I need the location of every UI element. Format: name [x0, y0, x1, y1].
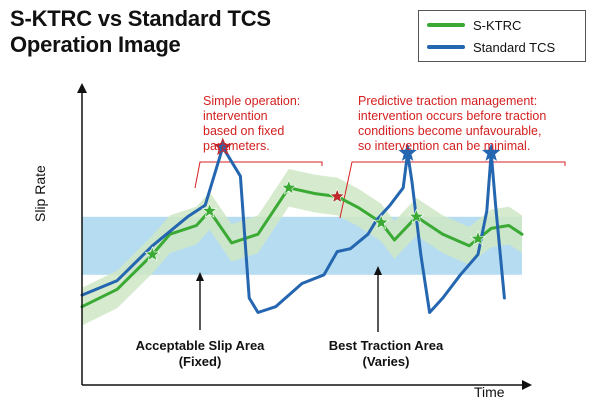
annotation-1-line-1: Simple operation:	[203, 94, 301, 108]
annotation-1-line-2: intervention	[203, 109, 268, 123]
acceptable-area-arrowhead	[196, 272, 204, 281]
x-axis-label: Time	[474, 384, 505, 400]
legend-label-standard-tcs: Standard TCS	[473, 39, 556, 55]
standard-tcs-peak-star-3	[482, 143, 501, 161]
skrtc-intervention-star-6	[408, 208, 425, 224]
annotation-1-line-4: parameters.	[203, 139, 270, 153]
skrtc-intervention-star-7	[470, 230, 486, 246]
title-line-1: S-KTRC vs Standard TCS	[10, 6, 271, 31]
standard-tcs-peak-star-2	[398, 143, 417, 161]
annotation-2-line-3: conditions become unfavourable,	[358, 124, 542, 138]
acceptable-slip-area-line-2: (Fixed)	[178, 354, 222, 369]
annotation-1-line-3: based on fixed	[203, 124, 285, 138]
best-traction-arrowhead	[374, 266, 382, 275]
skrtc-line	[80, 186, 524, 309]
legend-swatch-standard-tcs	[427, 45, 465, 49]
annotation-2-line-4: so intervention can be minimal.	[358, 139, 531, 153]
best-traction-area-label: Best Traction Area (Varies)	[306, 338, 466, 370]
acceptable-slip-area-label: Acceptable Slip Area (Fixed)	[110, 338, 290, 370]
title-line-2: Operation Image	[10, 32, 181, 57]
legend-swatch-skrtc	[427, 23, 465, 27]
best-traction-area-line-1: Best Traction Area	[328, 338, 444, 353]
annotation-predictive-management: Predictive traction management: interven…	[358, 94, 598, 154]
legend-item-skrtc: S-KTRC	[427, 15, 521, 35]
legend-label-skrtc: S-KTRC	[473, 17, 522, 33]
skrtc-intervention-star-5	[373, 214, 390, 230]
annotation-1-connector	[194, 161, 323, 189]
acceptable-slip-area-line-1: Acceptable Slip Area	[135, 338, 265, 353]
annotation-simple-operation: Simple operation: intervention based on …	[203, 94, 333, 154]
skrtc-intervention-star-2	[201, 202, 218, 218]
legend-item-standard-tcs: Standard TCS	[427, 37, 555, 57]
annotation-2-line-1: Predictive traction management:	[358, 94, 538, 108]
chart-title: S-KTRC vs Standard TCS Operation Image	[10, 6, 330, 58]
chart-legend: S-KTRC Standard TCS	[418, 10, 586, 62]
x-axis-arrowhead	[522, 380, 532, 390]
skrtc-intervention-star-3	[280, 179, 297, 195]
skrtc-intervention-star-1	[144, 246, 161, 262]
best-traction-corridor	[82, 168, 522, 326]
annotation-2-connector	[339, 161, 566, 219]
standard-tcs-peak-star-1	[213, 137, 232, 156]
y-axis-arrowhead	[77, 83, 87, 93]
y-axis-label: Slip Rate	[32, 165, 48, 222]
annotation-2-line-2: intervention occurs before traction	[358, 109, 547, 123]
skrtc-predictive-star	[331, 190, 344, 202]
standard-tcs-line	[80, 145, 506, 314]
best-traction-area-line-2: (Varies)	[362, 354, 410, 369]
